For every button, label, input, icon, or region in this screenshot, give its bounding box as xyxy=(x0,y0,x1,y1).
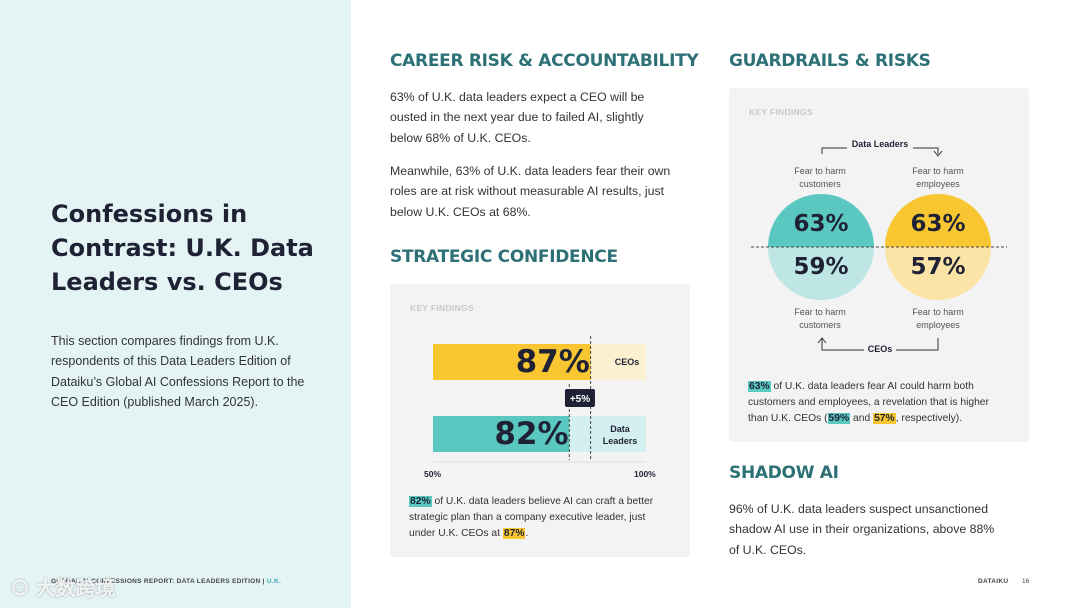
shadow-para: 96% of U.K. data leaders suspect unsanct… xyxy=(729,502,995,557)
axis-tick-50: 50% xyxy=(424,469,442,479)
footer-report-title: GLOBAL AI CONFESSIONS REPORT: DATA LEADE… xyxy=(51,578,282,585)
bottom-arrow-icon xyxy=(817,337,827,344)
intro-text: This section compares findings from U.K.… xyxy=(51,334,305,409)
strategic-card: KEY FINDINGS +5% 87% CEOs 82% Data Leade… xyxy=(390,284,690,557)
dl-employees-half xyxy=(885,194,991,247)
key-findings-label: KEY FINDINGS xyxy=(749,107,813,117)
ceo-customers-value: 59% xyxy=(793,254,849,280)
bar-data-leaders-remainder xyxy=(569,416,646,452)
top-arrow-icon xyxy=(933,150,943,157)
career-para-2: Meanwhile, 63% of U.K. data leaders fear… xyxy=(390,164,671,219)
footer-brand: DATAIKU xyxy=(978,578,1009,585)
strategic-title: STRATEGIC CONFIDENCE xyxy=(390,247,618,267)
ceo-value-label: 87% xyxy=(515,344,590,380)
strategic-bar-chart: +5% xyxy=(433,336,646,463)
top-label-customers: Fear to harm customers xyxy=(794,166,846,189)
guardrails-title: GUARDRAILS & RISKS xyxy=(729,51,931,71)
guardrails-note: 63% of U.K. data leaders fear AI could h… xyxy=(748,381,989,424)
guardrails-circle-chart xyxy=(751,147,1007,351)
bottom-label-employees: Fear to harm employees xyxy=(912,307,964,330)
dl-employees-value: 63% xyxy=(910,211,966,237)
ceo-employees-half xyxy=(885,247,991,300)
top-bracket-left xyxy=(821,147,847,154)
dl-bar-label: Data Leaders xyxy=(602,424,638,446)
watermark-logo: ⊙ 大数跨境 xyxy=(10,578,116,600)
bottom-bracket-right xyxy=(896,338,939,351)
page-number: 16 xyxy=(1022,578,1030,585)
shadow-title: SHADOW AI xyxy=(729,463,839,483)
top-label-employees: Fear to harm employees xyxy=(912,166,964,189)
ceo-customers-half xyxy=(768,247,874,300)
dl-customers-value: 63% xyxy=(793,211,849,237)
bottom-label-customers: Fear to harm customers xyxy=(794,307,846,330)
bar-data-leaders xyxy=(433,416,570,452)
ceo-bar-label: CEOs xyxy=(614,357,640,367)
guardrails-card: KEY FINDINGS Data Leaders Fear to harm c… xyxy=(729,88,1029,442)
left-panel xyxy=(0,0,351,608)
ceo-employees-value: 57% xyxy=(910,254,966,280)
bottom-group-label: CEOs xyxy=(867,344,893,354)
difference-label: +5% xyxy=(570,394,590,405)
top-group-label: Data Leaders xyxy=(851,139,909,149)
top-bracket-right xyxy=(913,147,939,154)
page-title: Confessions in Contrast: U.K. Data Leade… xyxy=(51,200,314,296)
difference-badge xyxy=(564,389,595,407)
dl-value-label: 82% xyxy=(494,416,569,452)
key-findings-label: KEY FINDINGS xyxy=(410,303,474,313)
bar-ceo xyxy=(433,344,591,380)
dl-customers-half xyxy=(768,194,874,247)
bottom-bracket-left xyxy=(821,338,864,351)
career-para-1: 63% of U.K. data leaders expect a CEO wi… xyxy=(390,90,645,145)
bar-ceo-remainder xyxy=(590,344,646,380)
axis-tick-100: 100% xyxy=(634,469,656,479)
strategic-note: 82% of U.K. data leaders believe AI can … xyxy=(409,496,654,539)
career-title: CAREER RISK & ACCOUNTABILITY xyxy=(390,51,699,71)
